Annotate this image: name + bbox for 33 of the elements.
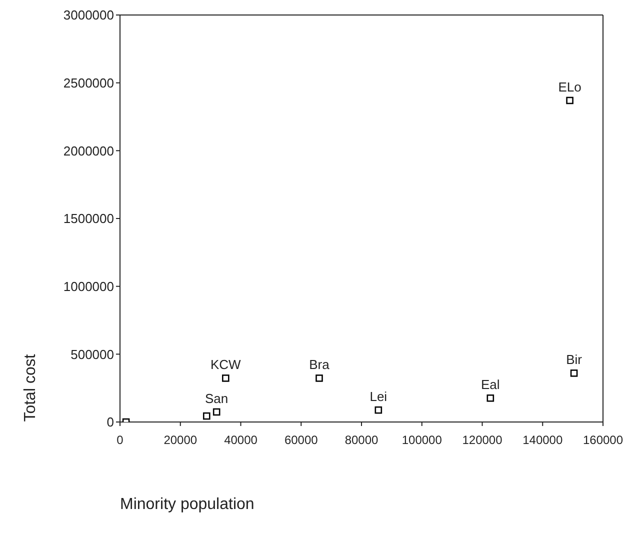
y-tick-label: 1500000 [63,211,114,226]
y-axis-title: Total cost [22,354,40,422]
point [316,374,323,382]
y-tick-label: 3000000 [63,8,114,23]
annotation: ELo [558,79,582,94]
x-tick-label: 0 [116,433,124,447]
x-tick-label: 40000 [224,433,258,447]
x-tick-label: 20000 [164,433,198,447]
x-axis-title: Minority population [120,496,254,514]
point [202,412,210,420]
point [222,374,230,382]
x-tick-label: 60000 [284,433,318,447]
annotation: San [205,390,228,406]
y-tick-label: 1000000 [63,278,114,294]
point [374,406,382,414]
y-tick-label: 2500000 [63,75,114,90]
y-tick-label: 2000000 [63,143,114,158]
x-tick-label: 80000 [344,433,379,447]
annotation: Eal [481,377,500,392]
y-tick-label: 500000 [70,346,114,362]
y-tick-label: 0 [106,414,114,430]
point [570,370,578,377]
point [212,408,220,416]
annotation: KCW [210,357,242,372]
point [486,394,494,402]
annotation: Lei [370,389,388,404]
x-tick-label: 160000 [582,433,624,447]
x-tick-label: 140000 [522,433,563,447]
x-tick-label: 100000 [402,433,442,447]
x-tick-label: 120000 [462,433,503,447]
point [566,96,574,104]
annotation: Bir [566,352,583,368]
annotation: Bra [309,357,330,372]
